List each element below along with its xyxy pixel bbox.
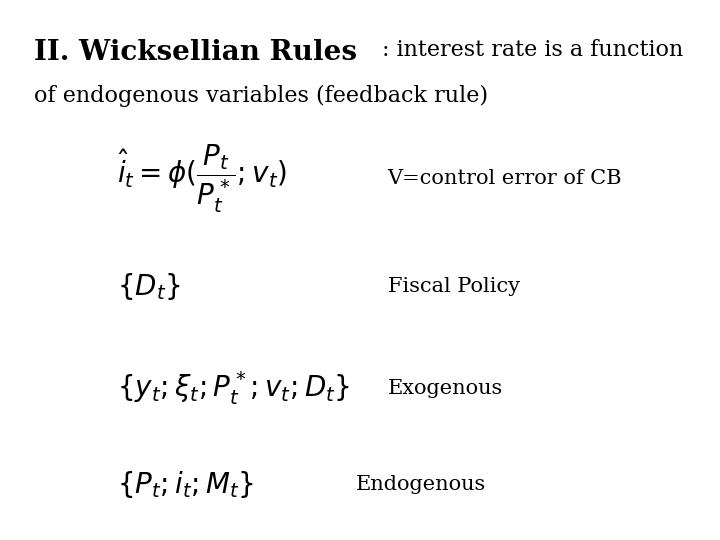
Text: : interest rate is a function: : interest rate is a function bbox=[382, 39, 684, 61]
Text: Endogenous: Endogenous bbox=[356, 475, 485, 495]
Text: II. Wicksellian Rules: II. Wicksellian Rules bbox=[34, 39, 356, 66]
Text: V=control error of CB: V=control error of CB bbox=[387, 169, 622, 188]
Text: $\hat{i}_t = \phi(\dfrac{P_t}{P^*_t}; v_t)$: $\hat{i}_t = \phi(\dfrac{P_t}{P^*_t}; v_… bbox=[117, 143, 287, 215]
Text: $\{D_t\}$: $\{D_t\}$ bbox=[117, 271, 181, 302]
Text: $\{y_t; \xi_t; P^*_t; v_t; D_t\}$: $\{y_t; \xi_t; P^*_t; v_t; D_t\}$ bbox=[117, 369, 351, 407]
Text: of endogenous variables (feedback rule): of endogenous variables (feedback rule) bbox=[34, 85, 487, 107]
Text: $\{P_t; i_t; M_t\}$: $\{P_t; i_t; M_t\}$ bbox=[117, 469, 254, 501]
Text: Exogenous: Exogenous bbox=[387, 379, 503, 397]
Text: Fiscal Policy: Fiscal Policy bbox=[387, 276, 520, 295]
